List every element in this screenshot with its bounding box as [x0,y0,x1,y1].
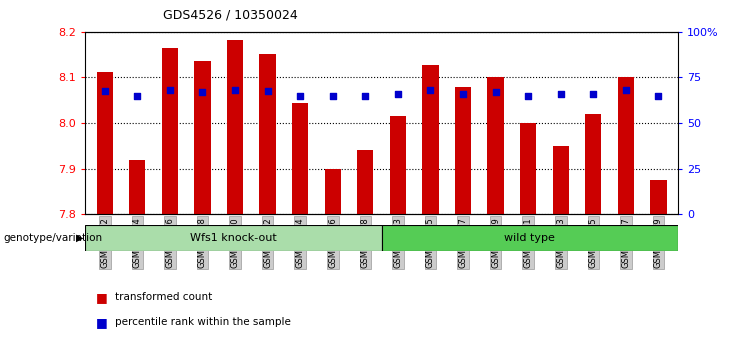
Bar [390,116,406,214]
Point [131,93,143,98]
Text: ▶: ▶ [76,233,84,243]
Point [327,93,339,98]
Text: ■: ■ [96,316,108,329]
Bar [162,48,178,214]
Point [522,93,534,98]
Text: Wfs1 knock-out: Wfs1 knock-out [190,233,277,243]
Bar [357,150,373,214]
Bar [422,65,439,214]
Text: transformed count: transformed count [115,292,212,302]
Point [294,93,306,98]
Bar [96,72,113,214]
Point [425,87,436,93]
Point [490,89,502,95]
Bar [651,180,667,214]
Point [229,87,241,93]
Bar [227,40,243,214]
Bar [325,169,341,214]
Text: GDS4526 / 10350024: GDS4526 / 10350024 [163,9,298,22]
Point [620,87,632,93]
Text: ■: ■ [96,291,108,304]
Point [392,91,404,97]
Point [196,89,208,95]
Bar [520,123,536,214]
Bar [382,225,678,251]
Bar [194,62,210,214]
Point [457,91,469,97]
Bar [85,225,382,251]
Bar [259,54,276,214]
Point [164,87,176,93]
Point [653,93,665,98]
Bar [455,86,471,214]
Bar [129,160,145,214]
Point [359,93,371,98]
Text: genotype/variation: genotype/variation [4,233,103,243]
Text: percentile rank within the sample: percentile rank within the sample [115,317,290,327]
Point [262,88,273,94]
Bar [488,78,504,214]
Text: wild type: wild type [505,233,555,243]
Bar [553,146,569,214]
Point [99,88,110,94]
Bar [585,114,602,214]
Point [555,91,567,97]
Bar [618,78,634,214]
Point [588,91,599,97]
Bar [292,103,308,214]
